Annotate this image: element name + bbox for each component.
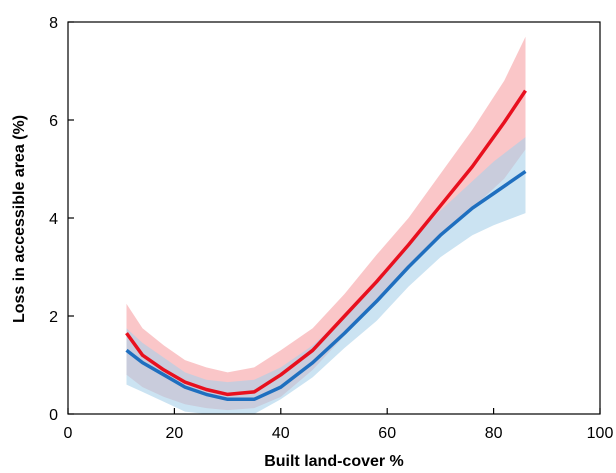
x-tick-label: 60 (378, 425, 396, 442)
series-1-line (125, 89, 527, 397)
y-axis-ticks: 0 2 4 6 8 (49, 15, 74, 424)
x-axis-ticks: 0 20 40 60 80 100 (64, 408, 614, 442)
confidence-bands (126, 36, 526, 414)
y-tick-label: 4 (49, 211, 58, 228)
x-tick-label: 0 (64, 425, 73, 442)
x-tick-label: 20 (166, 425, 184, 442)
series-lines (125, 89, 527, 402)
y-tick-label: 6 (49, 113, 58, 130)
series-2-line (125, 169, 527, 402)
y-tick-label: 0 (49, 407, 58, 424)
x-tick-label: 100 (587, 425, 614, 442)
y-tick-label: 8 (49, 15, 58, 32)
y-axis-title: Loss in accessible area (%) (11, 115, 28, 323)
series-2-band (126, 137, 526, 414)
x-axis-title: Built land-cover % (264, 453, 404, 470)
y-tick-label: 2 (49, 309, 58, 326)
x-tick-label: 80 (485, 425, 503, 442)
x-tick-label: 40 (272, 425, 290, 442)
